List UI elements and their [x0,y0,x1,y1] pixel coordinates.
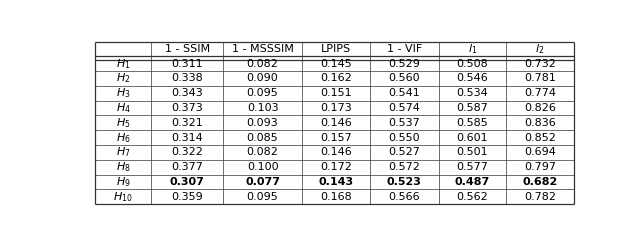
Text: 0.151: 0.151 [320,88,352,98]
Text: 0.781: 0.781 [524,74,556,83]
Text: $H_{8}$: $H_{8}$ [116,160,131,174]
Text: 0.550: 0.550 [388,133,420,143]
Text: 0.694: 0.694 [524,147,556,157]
Text: 0.145: 0.145 [320,59,352,69]
Text: 0.508: 0.508 [456,59,488,69]
Text: 0.537: 0.537 [388,118,420,128]
Text: 0.782: 0.782 [524,192,556,202]
Text: 0.585: 0.585 [456,118,488,128]
Text: 0.682: 0.682 [522,177,557,187]
Text: 0.311: 0.311 [172,59,203,69]
Text: 0.321: 0.321 [172,118,203,128]
Text: 0.093: 0.093 [246,118,278,128]
Text: 0.143: 0.143 [318,177,353,187]
Text: 0.774: 0.774 [524,88,556,98]
Text: 0.577: 0.577 [456,162,488,172]
Text: 0.172: 0.172 [320,162,352,172]
Text: 0.527: 0.527 [388,147,420,157]
Text: 0.534: 0.534 [456,88,488,98]
Text: 0.501: 0.501 [456,147,488,157]
Text: 0.103: 0.103 [247,103,278,113]
Text: $H_{3}$: $H_{3}$ [116,86,131,100]
Text: $H_{10}$: $H_{10}$ [113,190,133,204]
Text: 1 - VIF: 1 - VIF [387,44,422,54]
Text: 0.797: 0.797 [524,162,556,172]
Text: 0.307: 0.307 [170,177,205,187]
Text: 0.566: 0.566 [388,192,420,202]
Text: 0.095: 0.095 [246,88,278,98]
Text: 0.173: 0.173 [320,103,352,113]
Text: 0.146: 0.146 [320,147,352,157]
Text: 0.077: 0.077 [245,177,280,187]
Text: 0.732: 0.732 [524,59,556,69]
Text: 0.100: 0.100 [247,162,278,172]
Text: 0.095: 0.095 [246,192,278,202]
Text: $H_{5}$: $H_{5}$ [116,116,131,130]
Text: 0.373: 0.373 [172,103,203,113]
Text: 1 - MSSSIM: 1 - MSSSIM [232,44,294,54]
Text: 1 - SSIM: 1 - SSIM [164,44,210,54]
Text: 0.587: 0.587 [456,103,488,113]
Text: $H_{4}$: $H_{4}$ [116,101,131,115]
Text: 0.826: 0.826 [524,103,556,113]
Text: 0.359: 0.359 [172,192,203,202]
Text: 0.562: 0.562 [456,192,488,202]
Text: 0.146: 0.146 [320,118,352,128]
Text: 0.338: 0.338 [172,74,203,83]
Text: $l_1$: $l_1$ [468,42,477,56]
Text: 0.322: 0.322 [172,147,204,157]
Text: 0.085: 0.085 [246,133,278,143]
Text: 0.162: 0.162 [320,74,352,83]
Text: 0.560: 0.560 [388,74,420,83]
Text: 0.529: 0.529 [388,59,420,69]
Text: 0.541: 0.541 [388,88,420,98]
Text: 0.343: 0.343 [172,88,203,98]
Text: 0.546: 0.546 [456,74,488,83]
Text: $l_2$: $l_2$ [535,42,545,56]
Text: $H_{2}$: $H_{2}$ [116,72,131,85]
Text: 0.082: 0.082 [246,147,278,157]
Text: $H_{9}$: $H_{9}$ [116,175,131,189]
Text: 0.523: 0.523 [387,177,422,187]
Text: 0.082: 0.082 [246,59,278,69]
Text: 0.168: 0.168 [320,192,352,202]
Text: $H_{1}$: $H_{1}$ [116,57,131,71]
Text: 0.574: 0.574 [388,103,420,113]
Text: $H_{7}$: $H_{7}$ [116,146,131,159]
Text: 0.314: 0.314 [172,133,203,143]
Text: 0.852: 0.852 [524,133,556,143]
Text: LPIPS: LPIPS [321,44,351,54]
Text: 0.377: 0.377 [172,162,204,172]
Text: 0.572: 0.572 [388,162,420,172]
Text: 0.487: 0.487 [454,177,490,187]
Text: $H_{6}$: $H_{6}$ [116,131,131,145]
Text: 0.601: 0.601 [456,133,488,143]
Text: 0.836: 0.836 [524,118,556,128]
Text: 0.157: 0.157 [320,133,352,143]
Text: 0.090: 0.090 [246,74,278,83]
